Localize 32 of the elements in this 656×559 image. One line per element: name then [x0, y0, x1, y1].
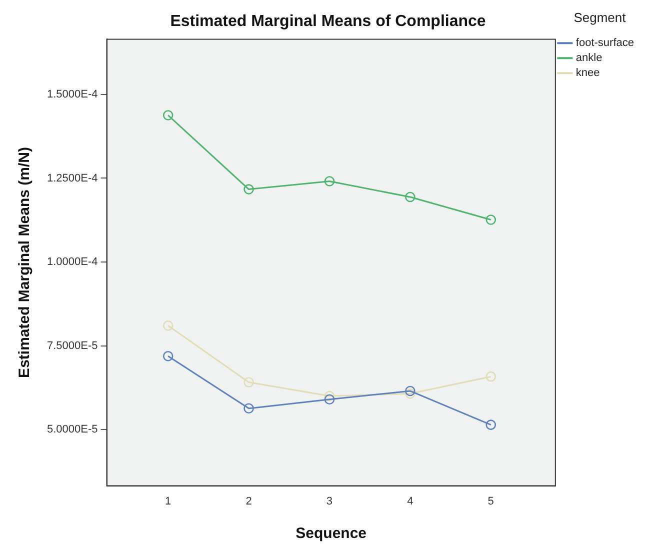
chart-title: Estimated Marginal Means of Compliance: [170, 13, 486, 30]
legend-label: knee: [576, 67, 600, 80]
x-tick-label: 3: [326, 495, 333, 508]
y-tick-label: 7.5000E-5: [46, 340, 98, 352]
y-tick-label: 1.0000E-4: [46, 256, 98, 268]
point: [244, 184, 254, 194]
y-axis-title: Estimated Marginal Means (m/N): [16, 147, 34, 378]
point: [244, 403, 254, 414]
point: [162, 320, 174, 331]
point: [162, 110, 174, 120]
x-tick-label: 5: [488, 495, 494, 508]
point: [324, 390, 335, 402]
point: [324, 176, 335, 186]
point: [405, 386, 416, 396]
y-tick-label: 1.2500E-4: [46, 172, 98, 184]
x-tick-label: 4: [407, 495, 414, 508]
y-tick-label: 5.0000E-5: [46, 424, 98, 436]
point: [405, 192, 416, 202]
point: [244, 377, 254, 388]
y-tick-label: 1.5000E-4: [46, 88, 98, 101]
point: [486, 214, 496, 225]
x-axis-title: Sequence: [296, 525, 367, 542]
legend-label: foot-surface: [576, 37, 634, 50]
legend-title: Segment: [574, 10, 626, 26]
point: [486, 420, 496, 430]
point: [405, 388, 416, 399]
point: [324, 394, 335, 405]
point: [162, 350, 174, 362]
legend-label: ankle: [576, 52, 602, 64]
x-tick-label: 1: [165, 495, 172, 508]
x-tick-label: 2: [246, 495, 252, 508]
point: [486, 371, 496, 382]
